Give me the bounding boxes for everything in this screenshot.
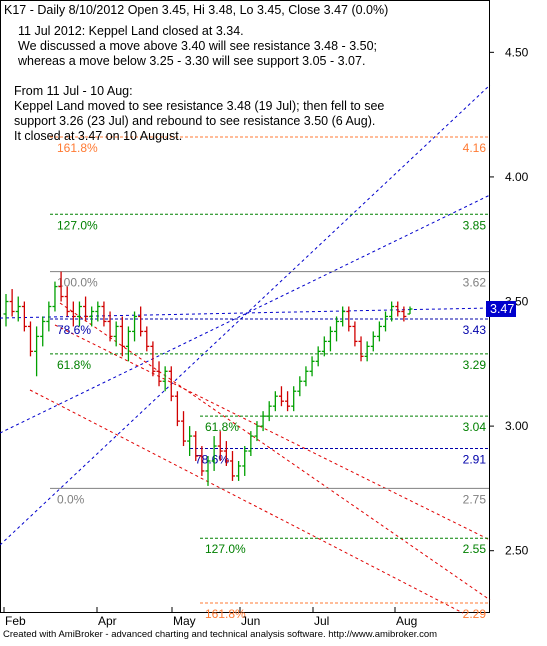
fib-label: 161.8%: [57, 141, 98, 155]
last-price-badge-bg: [486, 300, 516, 317]
fib-value-label: 3.85: [463, 218, 487, 232]
note-line: From 11 Jul - 10 Aug:: [14, 84, 133, 98]
fib-label: 78.6%: [57, 323, 91, 337]
channel-line: [54, 324, 491, 541]
note-line: whereas a move below 3.25 - 3.30 will se…: [17, 54, 365, 68]
fib-label: 61.8%: [205, 420, 239, 434]
fib-value-label: 3.43: [463, 323, 487, 337]
y-tick-label: 4.50: [505, 45, 529, 59]
y-tick-label: 2.50: [505, 544, 529, 558]
y-axis-ticks: 2.503.003.504.004.50: [489, 45, 529, 558]
x-tick-label: Jun: [241, 614, 260, 628]
annotation-notes: 11 Jul 2012: Keppel Land closed at 3.34.…: [14, 24, 384, 143]
y-tick-label: 3.00: [505, 419, 529, 433]
note-line: We discussed a move above 3.40 will see …: [18, 39, 377, 53]
fib-value-label: 3.04: [463, 420, 487, 434]
note-line: It closed at 3.47 on 10 August.: [14, 129, 182, 143]
x-tick-label: May: [173, 614, 196, 628]
fib-value-label: 3.29: [463, 358, 487, 372]
fib-label: 127.0%: [205, 542, 246, 556]
x-axis-ticks: Feb Apr May Jun Jul Aug: [3, 607, 417, 628]
fibonacci-levels: 161.8% 4.16 127.0% 3.85 100.0% 3.62 78.6% 3.43 6…: [50, 136, 489, 621]
y-tick-label: 4.00: [505, 170, 529, 184]
fib-value-label: 2.55: [463, 542, 487, 556]
fib-label: 61.8%: [57, 358, 91, 372]
last-price-badge: 3.47: [486, 300, 516, 317]
x-tick-label: Feb: [5, 614, 26, 628]
footer-credit: Created with AmiBroker - advanced charti…: [3, 629, 437, 640]
trend-channels: [0, 84, 491, 614]
fib-value-label: 2.75: [463, 492, 487, 506]
plot-frame: [0, 0, 490, 613]
chart-header: K17 - Daily 8/10/2012 Open 3.45, Hi 3.48…: [4, 3, 388, 17]
x-tick-label: Apr: [98, 614, 117, 628]
fib-value-label: 3.62: [463, 276, 487, 290]
fib-value-label: 4.16: [463, 141, 487, 155]
fib-value-label: 2.29: [463, 607, 487, 621]
price-bars: [3, 271, 413, 486]
fib-value-label: 2.91: [463, 453, 487, 467]
fib-label: 161.8%: [205, 607, 246, 621]
fib-label: 127.0%: [57, 218, 98, 232]
x-tick-label: Aug: [396, 614, 417, 628]
last-price-label: 3.47: [490, 302, 514, 316]
channel-line: [0, 307, 491, 319]
channel-line: [0, 194, 491, 434]
note-line: 11 Jul 2012: Keppel Land closed at 3.34.: [18, 24, 244, 38]
fib-label: 78.6%: [195, 453, 229, 467]
fib-label: 0.0%: [57, 492, 85, 506]
x-tick-label: Jul: [314, 614, 329, 628]
note-line: Keppel Land moved to see resistance 3.48…: [14, 99, 384, 113]
channel-line: [0, 84, 491, 546]
note-line: support 3.26 (23 Jul) and rebound to see…: [14, 114, 375, 128]
fib-label: 100.0%: [57, 276, 98, 290]
